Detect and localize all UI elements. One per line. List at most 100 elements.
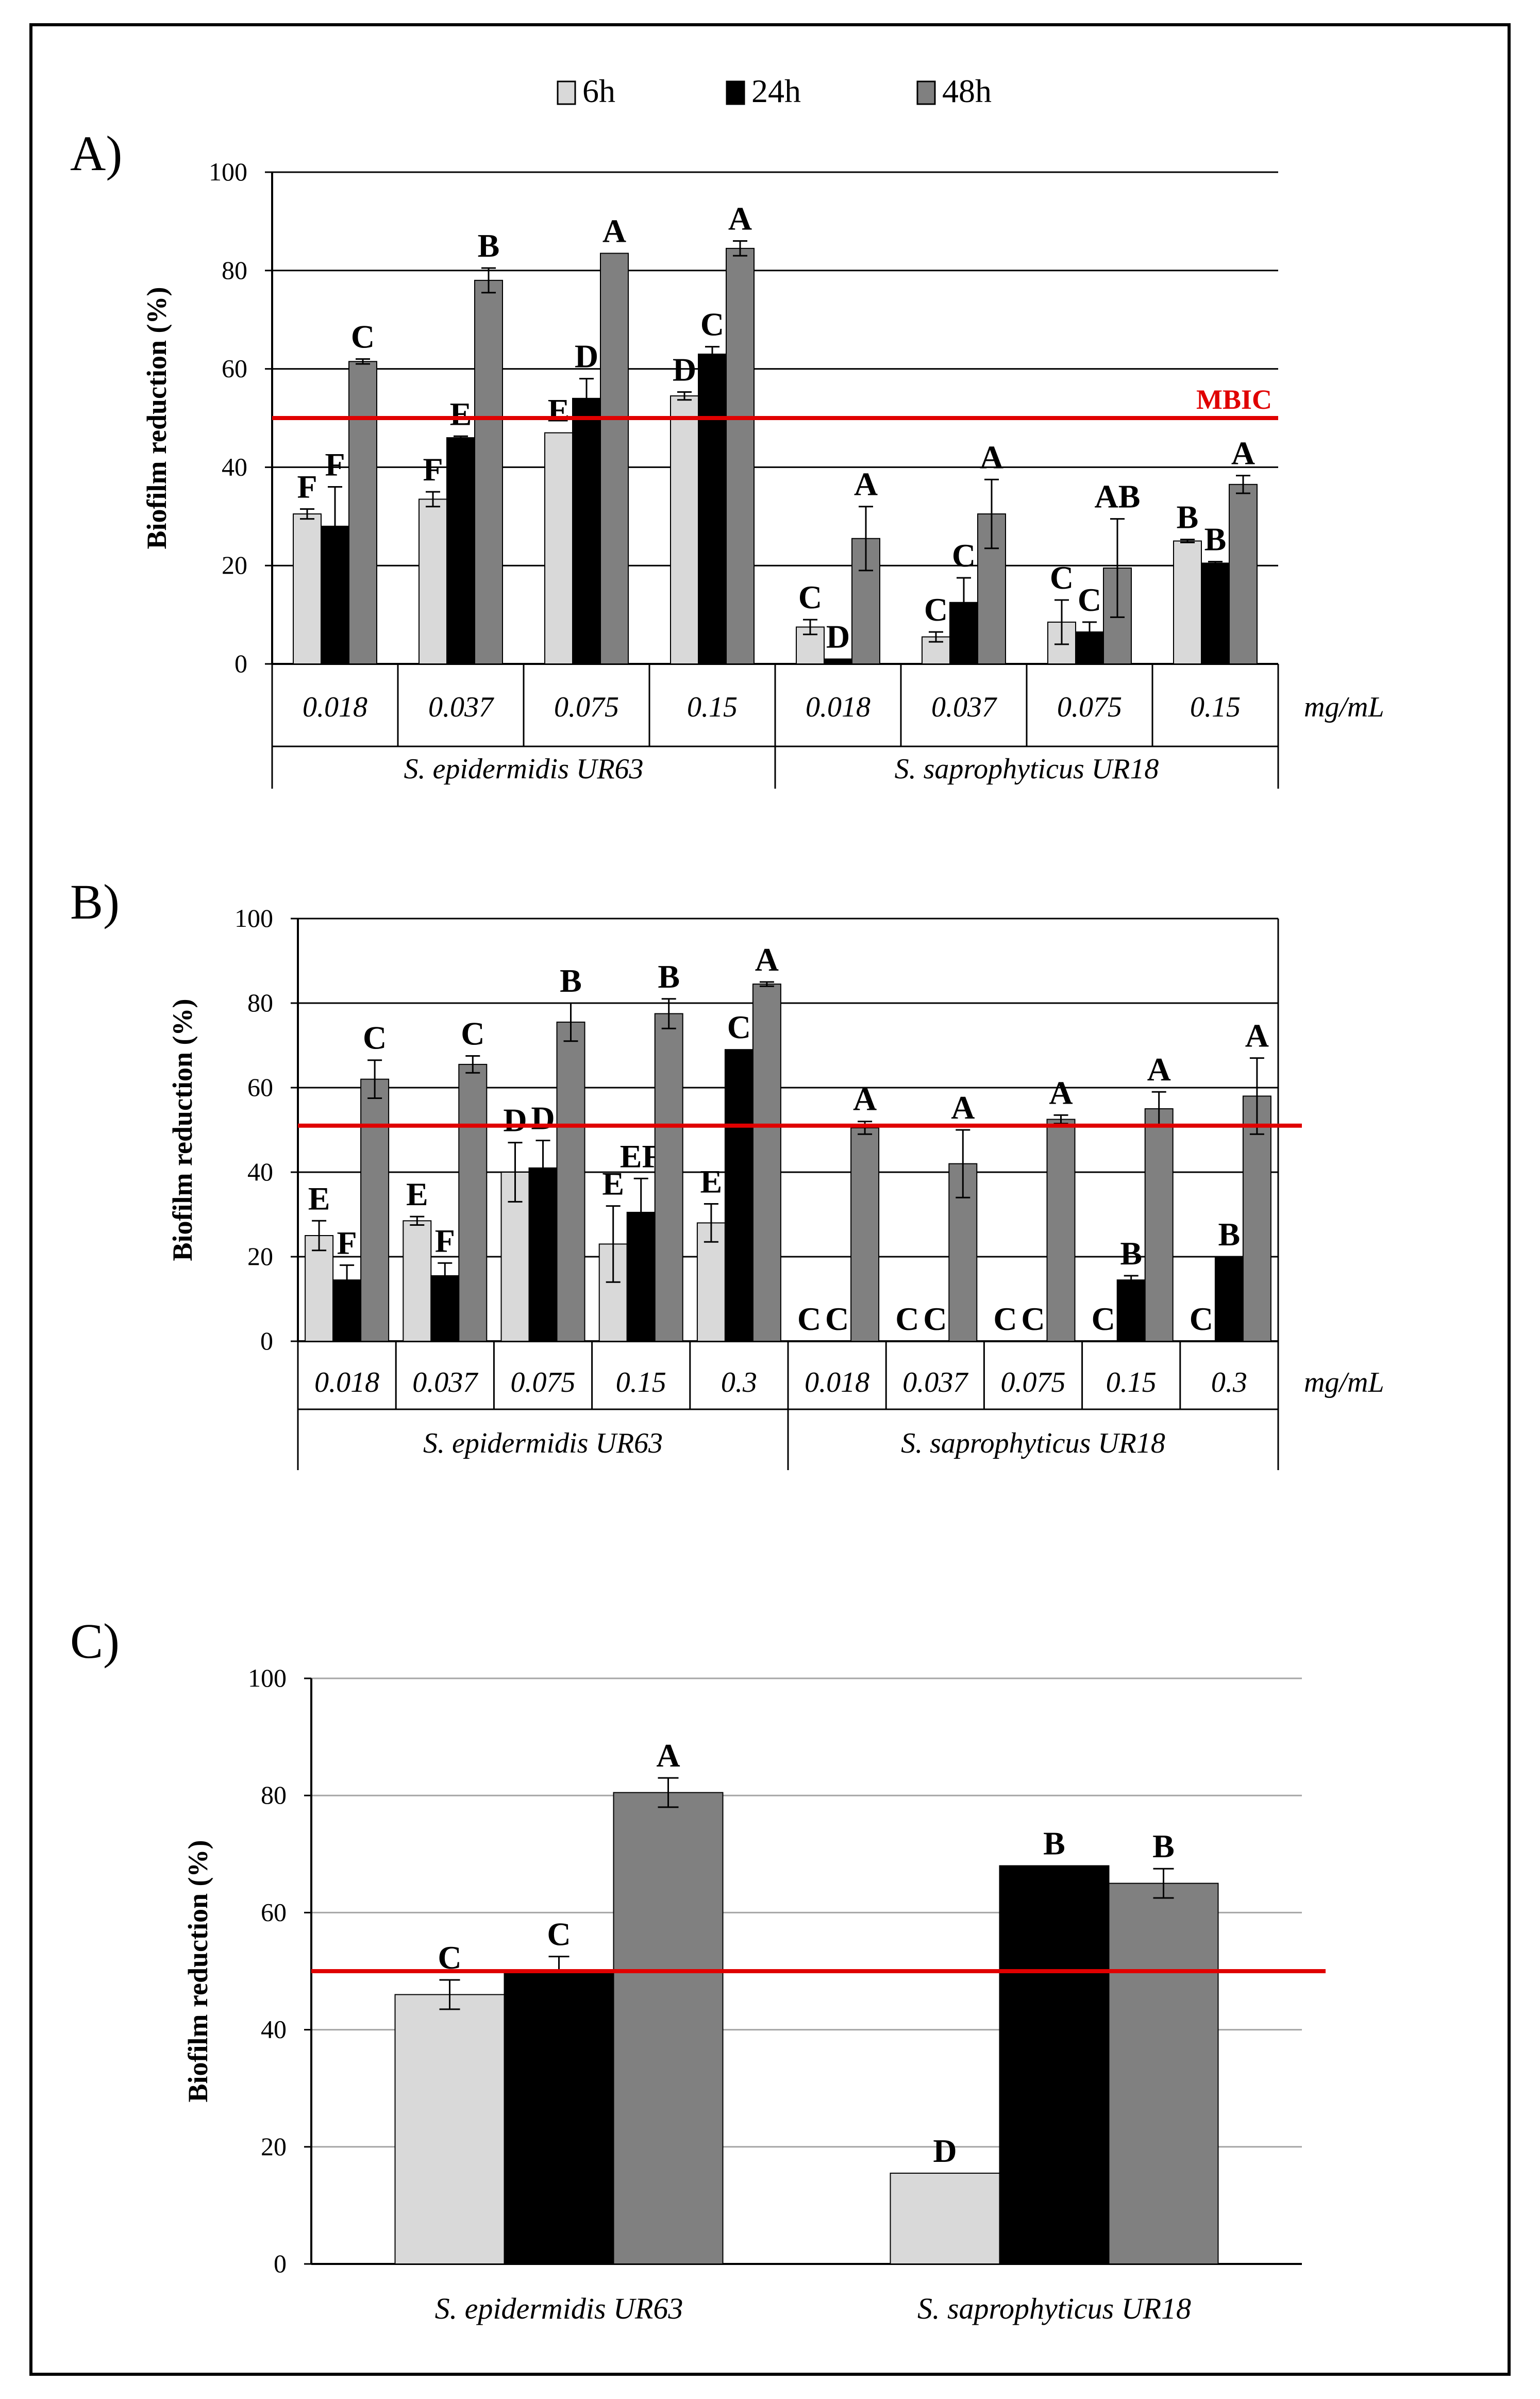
bar-48h [360,1078,390,1342]
y-tick-label: 80 [222,256,247,285]
y-tick-label: 100 [248,1663,287,1692]
significance-letter: C [1050,559,1074,596]
significance-letter: D [531,1100,555,1137]
significance-letter: B [1204,521,1227,558]
y-tick-label: 40 [261,2015,287,2044]
significance-letter: D [575,338,598,375]
y-tick-label: 60 [222,354,247,383]
significance-letter: E [548,392,570,429]
legend-swatch-6h [557,80,576,105]
x-tick-label: 0.018 [314,1367,379,1398]
x-tick-label: 0.15 [1190,691,1241,723]
x-tick-label: 0.15 [1106,1367,1157,1398]
significance-letter: C [363,1020,387,1056]
legend-label-24h: 24h [751,73,801,109]
significance-letter: C [923,1301,947,1337]
significance-letter: F [337,1224,357,1261]
y-axis-label: Biofilm reduction (%) [141,287,172,549]
y-tick-label: 0 [235,649,247,678]
legend-swatch-24h [726,80,745,105]
bar-48h [1229,484,1258,664]
significance-letter: C [952,537,976,574]
x-tick-label: 0.075 [554,691,619,723]
significance-letter: C [351,319,375,355]
bar-48h [613,1792,724,2264]
bar-24h [999,1865,1110,2264]
group-label: S. saprophyticus UR18 [895,753,1159,785]
x-tick-label: 0.15 [687,691,738,723]
significance-letter: F [325,446,345,483]
significance-letter: C [727,1009,751,1045]
bar-6h [890,2172,1000,2264]
bar-48h [850,1127,880,1342]
significance-letter: E [450,395,472,432]
significance-letter: B [658,958,680,995]
bar-48h [948,1163,978,1342]
bar-6h [293,513,322,665]
y-tick-label: 40 [247,1157,273,1186]
significance-letter: D [826,618,850,655]
significance-letter: C [993,1301,1017,1337]
group-label: S. epidermidis UR63 [404,753,643,785]
x-tick-label: 0.037 [412,1367,478,1398]
significance-letter: A [854,466,878,503]
y-tick-label: 60 [247,1073,273,1102]
legend-swatch-48h [916,80,936,105]
x-tick-label: S. saprophyticus UR18 [917,2292,1191,2325]
x-tick-label: S. epidermidis UR63 [435,2292,683,2325]
unit-label: mg/mL [1304,1367,1384,1398]
significance-letter: C [700,306,724,343]
x-tick-label: 0.018 [303,691,367,723]
significance-letter: C [798,579,822,615]
bar-48h [600,253,629,665]
y-tick-label: 20 [261,2132,287,2161]
significance-letter: A [1231,435,1255,472]
legend: 6h 24h 48h [557,73,992,109]
legend-label-6h: 6h [582,73,615,109]
significance-letter: A [1147,1051,1171,1088]
y-tick-label: 20 [222,551,247,579]
bar-48h [1108,1882,1219,2265]
significance-letter: E [602,1165,624,1202]
significance-letter: A [951,1089,975,1126]
group-label: S. epidermidis UR63 [423,1427,663,1459]
bar-48h [458,1063,488,1342]
bar-6h [305,1235,334,1342]
significance-letter: C [924,591,948,628]
significance-letter: F [435,1222,455,1259]
x-tick-label: 0.018 [805,1367,869,1398]
significance-letter: C [1078,581,1101,618]
bar-48h [726,247,755,664]
significance-letter: C [1190,1301,1213,1337]
significance-letter: A [755,941,779,978]
bar-6h [544,432,573,664]
significance-letter: C [895,1301,919,1337]
bar-48h [654,1013,683,1342]
bar-24h [528,1167,558,1342]
y-tick-label: 0 [260,1326,273,1355]
x-tick-label: 0.3 [1211,1367,1247,1398]
y-tick-label: 20 [247,1242,273,1271]
significance-letter: B [1218,1216,1241,1253]
group-label: S. saprophyticus UR18 [901,1427,1165,1459]
y-tick-label: 60 [261,1897,287,1926]
bar-6h [419,498,447,664]
bar-48h [348,361,377,664]
y-axis-label: Biofilm reduction (%) [182,1840,213,2103]
significance-letter: C [797,1301,821,1337]
significance-letter: C [547,1916,571,1953]
significance-letter: A [1049,1074,1073,1111]
x-tick-label: 0.037 [931,691,997,723]
significance-letter: C [461,1015,484,1052]
y-tick-label: 40 [222,452,247,481]
x-tick-label: 0.037 [428,691,494,723]
significance-letter: C [1021,1301,1045,1337]
bar-24h [1201,562,1230,665]
bar-24h [572,397,601,664]
y-tick-label: 80 [261,1780,287,1809]
x-tick-label: 0.018 [806,691,871,723]
bar-24h [698,353,727,664]
